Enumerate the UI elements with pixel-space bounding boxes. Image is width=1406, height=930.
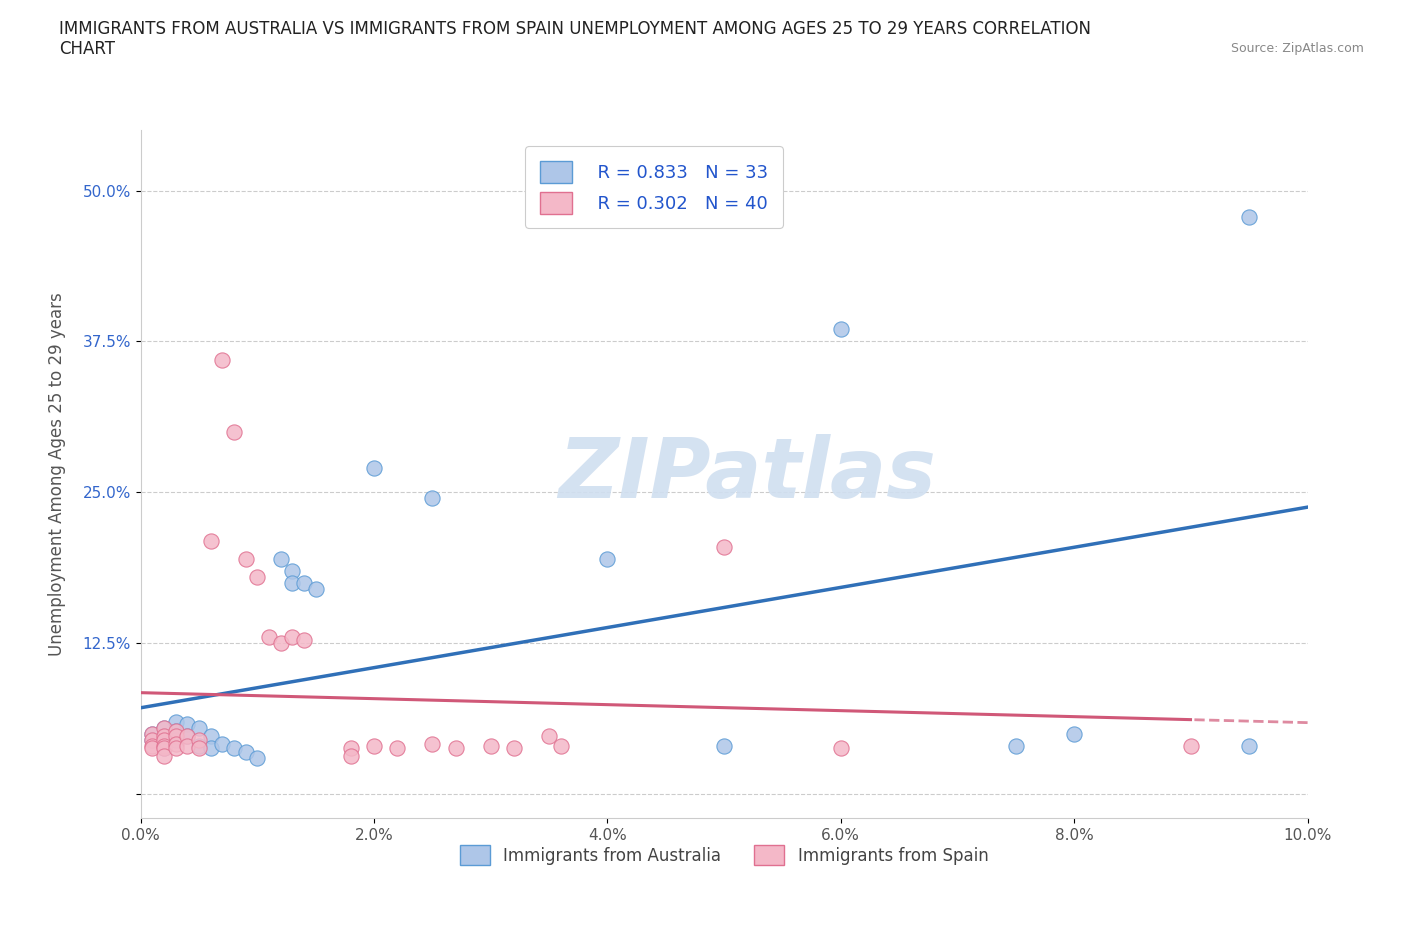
Point: [153, 741, 176, 756]
Point: [1063, 726, 1085, 741]
Point: [387, 741, 409, 756]
Point: [281, 564, 304, 578]
Point: [270, 636, 292, 651]
Point: [153, 737, 176, 751]
Point: [165, 737, 187, 751]
Point: [165, 724, 187, 739]
Point: [363, 738, 385, 753]
Point: [188, 721, 211, 736]
Point: [422, 491, 444, 506]
Point: [153, 729, 176, 744]
Point: [1005, 738, 1028, 753]
Point: [165, 714, 187, 729]
Point: [211, 737, 233, 751]
Point: [176, 729, 198, 744]
Point: [188, 733, 211, 748]
Point: [141, 738, 163, 753]
Point: [141, 733, 163, 748]
Point: [153, 748, 176, 763]
Point: [257, 630, 280, 644]
Text: IMMIGRANTS FROM AUSTRALIA VS IMMIGRANTS FROM SPAIN UNEMPLOYMENT AMONG AGES 25 TO: IMMIGRANTS FROM AUSTRALIA VS IMMIGRANTS …: [59, 20, 1091, 59]
Point: [211, 352, 233, 367]
Point: [550, 738, 572, 753]
Point: [830, 741, 852, 756]
Text: ZIPatlas: ZIPatlas: [558, 433, 936, 515]
Point: [538, 729, 561, 744]
Point: [830, 322, 852, 337]
Point: [281, 576, 304, 591]
Point: [422, 737, 444, 751]
Point: [222, 425, 245, 440]
Point: [165, 724, 187, 739]
Point: [292, 576, 315, 591]
Point: [713, 738, 735, 753]
Point: [153, 738, 176, 753]
Point: [176, 717, 198, 732]
Point: [200, 729, 222, 744]
Point: [200, 741, 222, 756]
Point: [246, 751, 269, 765]
Point: [246, 569, 269, 584]
Legend: Immigrants from Australia, Immigrants from Spain: Immigrants from Australia, Immigrants fr…: [453, 838, 995, 872]
Point: [165, 729, 187, 744]
Point: [363, 461, 385, 476]
Point: [165, 733, 187, 748]
Point: [188, 741, 211, 756]
Point: [270, 551, 292, 566]
Point: [153, 741, 176, 756]
Point: [292, 632, 315, 647]
Point: [305, 581, 328, 596]
Text: Source: ZipAtlas.com: Source: ZipAtlas.com: [1230, 42, 1364, 55]
Point: [176, 738, 198, 753]
Point: [1239, 738, 1261, 753]
Point: [713, 539, 735, 554]
Point: [235, 551, 257, 566]
Point: [141, 741, 163, 756]
Point: [153, 729, 176, 744]
Point: [200, 533, 222, 548]
Point: [479, 738, 502, 753]
Point: [339, 748, 361, 763]
Point: [176, 729, 198, 744]
Point: [235, 745, 257, 760]
Point: [444, 741, 467, 756]
Point: [596, 551, 619, 566]
Point: [281, 630, 304, 644]
Point: [153, 721, 176, 736]
Point: [188, 738, 211, 753]
Point: [165, 741, 187, 756]
Point: [153, 721, 176, 736]
Point: [141, 733, 163, 748]
Point: [503, 741, 526, 756]
Point: [222, 741, 245, 756]
Point: [1239, 209, 1261, 224]
Point: [339, 741, 361, 756]
Point: [153, 733, 176, 748]
Point: [1180, 738, 1202, 753]
Y-axis label: Unemployment Among Ages 25 to 29 years: Unemployment Among Ages 25 to 29 years: [48, 292, 66, 657]
Point: [141, 726, 163, 741]
Point: [141, 726, 163, 741]
